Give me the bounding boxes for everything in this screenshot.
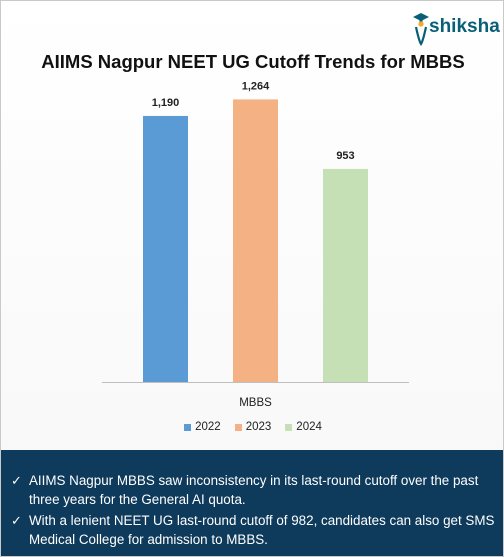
legend-label: 2022 [195,421,221,433]
note-text: With a lenient NEET UG last-round cutoff… [29,513,495,547]
graduate-cap-icon [413,13,429,46]
bar-chart: 1,190 1,264 953 MBBS [102,80,409,409]
legend-item-2024: 2024 [285,421,322,433]
checkmark-icon: ✓ [11,473,22,488]
chart-title: AIIMS Nagpur NEET UG Cutoff Trends for M… [41,51,465,72]
legend-label: 2023 [245,421,272,433]
chart-legend: 2022 2023 2024 [1,421,503,433]
data-label-2023: 1,264 [242,80,270,92]
data-label-2022: 1,190 [152,97,180,109]
legend-swatch [184,423,192,431]
shiksha-logo: shiksha [411,11,500,47]
bar-2023 [233,99,278,383]
legend-swatch [285,423,293,431]
note-item: ✓ With a lenient NEET UG last-round cuto… [11,511,495,549]
legend-item-2023: 2023 [234,421,272,433]
bar-2024 [323,168,368,382]
category-label: MBBS [239,397,272,409]
data-label-2024: 953 [336,150,354,162]
legend-item-2022: 2022 [184,421,221,433]
bar-2022 [143,115,188,382]
checkmark-icon: ✓ [11,513,22,528]
note-text: AIIMS Nagpur MBBS saw inconsistency in i… [29,473,479,507]
note-item: ✓ AIIMS Nagpur MBBS saw inconsistency in… [11,471,495,509]
legend-label: 2024 [296,421,322,433]
notes-panel: ✓ AIIMS Nagpur MBBS saw inconsistency in… [1,450,503,556]
logo-text: shiksha [429,16,500,37]
legend-swatch [234,423,242,431]
